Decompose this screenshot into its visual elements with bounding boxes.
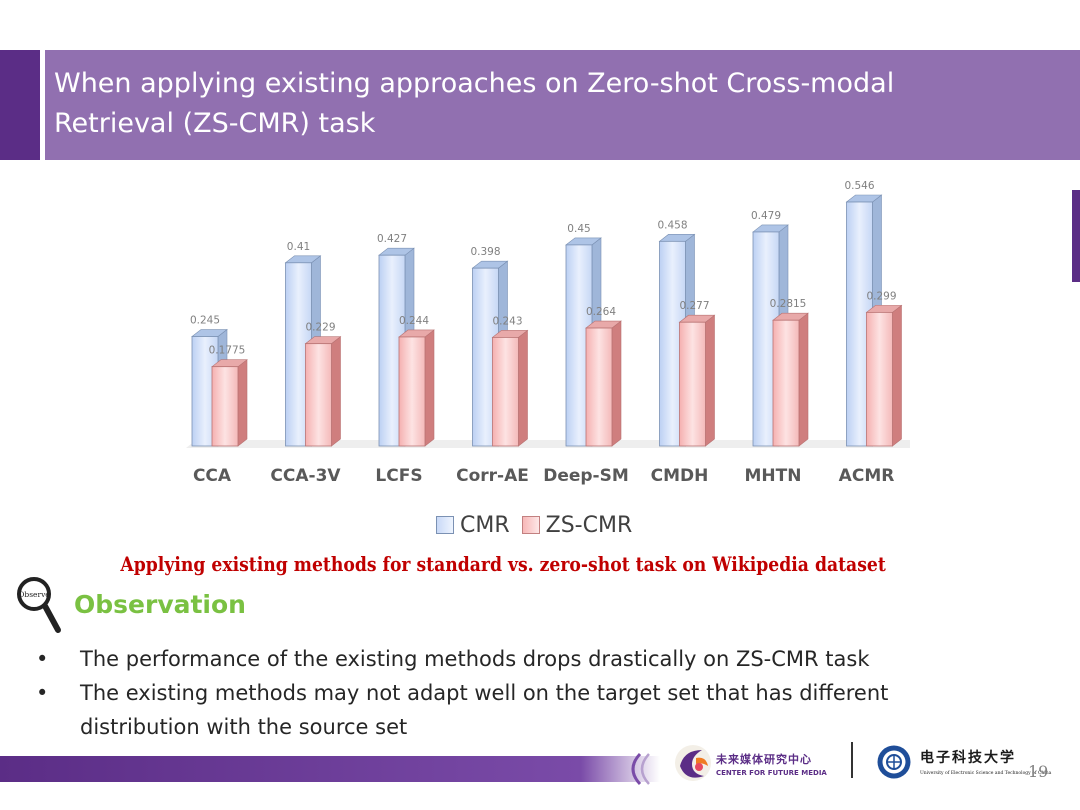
legend-label-zs-cmr: ZS-CMR bbox=[545, 512, 633, 538]
data-label-cmr-deep-sm: 0.45 bbox=[567, 223, 590, 235]
data-label-cmr-corr-ae: 0.398 bbox=[470, 246, 500, 258]
data-label-cmr-acmr: 0.546 bbox=[844, 180, 874, 192]
chart-data-labels: 0.245 0.1775 0.41 0.229 0.427 0.244 0.398 0.243… bbox=[190, 180, 897, 357]
uestc-seal-icon bbox=[877, 745, 911, 779]
right-edge-tab bbox=[1072, 190, 1080, 282]
bar-zs-cmr-deep-sm bbox=[585, 327, 613, 447]
ccfm-logo-icon bbox=[675, 745, 711, 781]
magnifier-observe-icon: Observe bbox=[17, 577, 61, 633]
observation-heading: Observation bbox=[74, 590, 246, 619]
chart-floor-shadow bbox=[186, 440, 910, 448]
data-label-zs-cmr-lcfs: 0.244 bbox=[399, 315, 429, 327]
uestc-logo-text: 电子科技大学 University of Electronic Science … bbox=[920, 747, 1051, 776]
bar-side-zs-cmr-acmr bbox=[892, 304, 902, 447]
data-label-zs-cmr-corr-ae: 0.243 bbox=[492, 315, 522, 327]
x-tick-label: CCA-3V bbox=[270, 466, 341, 486]
data-label-zs-cmr-acmr: 0.299 bbox=[866, 290, 896, 302]
slide-title: When applying existing approaches on Zer… bbox=[54, 64, 1054, 144]
bar-side-zs-cmr-cca-3v bbox=[331, 336, 341, 447]
x-tick-label: CCA bbox=[192, 466, 232, 486]
chart-floor bbox=[186, 440, 910, 448]
uestc-name-cn: 电子科技大学 bbox=[920, 750, 1016, 766]
bar-side-zs-cmr-cmdh bbox=[705, 314, 715, 447]
bar-zs-cmr-cca bbox=[211, 366, 239, 447]
bar-zs-cmr-cca-3v bbox=[305, 343, 332, 447]
footer-separator bbox=[851, 742, 853, 778]
bullet-item: The existing methods may not adapt well … bbox=[36, 676, 1046, 710]
legend-item-zs-cmr: ZS-CMR bbox=[521, 512, 633, 538]
x-tick-label: Corr-AE bbox=[456, 466, 529, 486]
x-tick-label: CMDH bbox=[650, 466, 709, 486]
bar-side-zs-cmr-deep-sm bbox=[611, 320, 622, 447]
slide-title-line-2: Retrieval (ZS-CMR) task bbox=[54, 108, 376, 139]
bullet-item: The performance of the existing methods … bbox=[36, 642, 1046, 676]
x-tick-label: MHTN bbox=[744, 466, 802, 486]
chart-legend: CMR ZS-CMR bbox=[436, 508, 632, 542]
data-label-cmr-lcfs: 0.427 bbox=[377, 233, 407, 245]
bar-side-zs-cmr-corr-ae bbox=[518, 329, 528, 447]
chart-caption: Applying existing methods for standard v… bbox=[120, 552, 886, 576]
bar-zs-cmr-mhtn bbox=[772, 319, 800, 447]
x-tick-label: LCFS bbox=[375, 466, 423, 486]
ccfm-name-en: CENTER FOR FUTURE MEDIA bbox=[716, 769, 827, 777]
legend-item-cmr: CMR bbox=[436, 513, 510, 538]
bar-zs-cmr-lcfs bbox=[398, 336, 426, 447]
footer-swoosh-icon bbox=[631, 752, 650, 786]
x-tick-label: ACMR bbox=[838, 466, 895, 486]
bar-side-zs-cmr-mhtn bbox=[798, 312, 809, 447]
data-label-cmr-cca: 0.245 bbox=[190, 315, 220, 327]
bar-side-zs-cmr-cca bbox=[237, 359, 248, 447]
data-label-zs-cmr-cmdh: 0.277 bbox=[679, 300, 709, 312]
data-label-cmr-cca-3v: 0.41 bbox=[287, 241, 310, 253]
legend-swatch-cmr bbox=[436, 516, 454, 534]
bullet-item-continuation: distribution with the source set bbox=[80, 715, 408, 739]
data-label-zs-cmr-deep-sm: 0.264 bbox=[586, 306, 616, 318]
observation-bullets: The performance of the existing methods … bbox=[36, 642, 1046, 710]
bar-zs-cmr-acmr bbox=[866, 311, 893, 447]
observe-icon-text: Observe bbox=[18, 590, 50, 599]
legend-label-cmr: CMR bbox=[460, 512, 510, 538]
ccfm-name-cn: 未来媒体研究中心 bbox=[716, 753, 812, 766]
title-bar bbox=[0, 50, 1080, 160]
bar-zs-cmr-corr-ae bbox=[492, 337, 519, 447]
slide-title-line-1: When applying existing approaches on Zer… bbox=[54, 68, 895, 99]
uestc-name-en: University of Electronic Science and Tec… bbox=[920, 771, 1052, 776]
title-divider bbox=[40, 50, 45, 160]
ccfm-logo-text: 未来媒体研究中心 CENTER FOR FUTURE MEDIA bbox=[716, 751, 827, 777]
bar-chart: 0.245 0.1775 0.41 0.229 0.427 0.244 0.398 0.243… bbox=[186, 180, 910, 448]
data-label-zs-cmr-cca-3v: 0.229 bbox=[305, 322, 335, 334]
data-label-zs-cmr-mhtn: 0.2815 bbox=[770, 298, 807, 310]
x-tick-label: Deep-SM bbox=[543, 466, 629, 486]
footer-bar bbox=[0, 756, 660, 782]
data-label-cmr-mhtn: 0.479 bbox=[751, 210, 781, 222]
chart-bars bbox=[191, 194, 903, 447]
page-number: 19 bbox=[1028, 762, 1049, 781]
data-label-zs-cmr-cca: 0.1775 bbox=[209, 345, 246, 357]
data-label-cmr-cmdh: 0.458 bbox=[657, 219, 687, 231]
x-axis-labels: CCA CCA-3V LCFS Corr-AE Deep-SM CMDH MHTN ACMR bbox=[0, 466, 1080, 492]
title-accent-block bbox=[0, 50, 40, 160]
bar-side-zs-cmr-lcfs bbox=[424, 329, 435, 447]
bar-zs-cmr-cmdh bbox=[679, 321, 706, 447]
legend-swatch-zs-cmr bbox=[521, 516, 540, 534]
